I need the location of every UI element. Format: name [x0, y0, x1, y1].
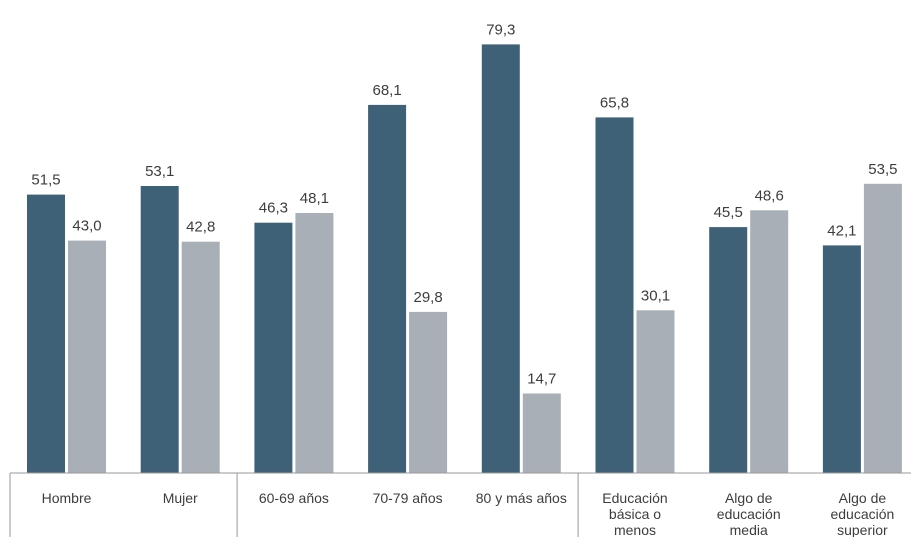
bar-s2-c4 [409, 311, 448, 473]
category-label-6: Educación básica o menos [602, 490, 667, 537]
category-label-7: Algo de educación media [717, 490, 781, 537]
bar-s2-c6 [636, 310, 675, 473]
bar-s2-c8 [863, 183, 902, 474]
bar-s2-c7 [750, 210, 789, 474]
bar-s2-c1 [68, 240, 106, 473]
value-label-s2-c6: 30,1 [641, 287, 670, 304]
value-label-s1-c2: 53,1 [145, 163, 174, 180]
value-label-s1-c7: 45,5 [714, 204, 743, 221]
value-label-s2-c8: 53,5 [868, 161, 897, 178]
category-label-4: 70-79 años [373, 490, 443, 506]
value-label-s1-c1: 51,5 [31, 172, 60, 189]
bar-s1-c5 [481, 44, 520, 474]
category-label-2: Mujer [163, 490, 198, 506]
value-label-s2-c7: 48,6 [755, 187, 784, 204]
category-labels-layer: Hombre Mujer 60-69 años 70-79 años 80 y más … [42, 490, 895, 537]
bar-s1-c1 [27, 194, 65, 473]
value-label-s2-c3: 48,1 [300, 190, 329, 207]
value-label-s1-c3: 46,3 [259, 200, 288, 217]
bar-s1-c6 [595, 117, 634, 474]
x-axis [9, 472, 911, 537]
value-label-s1-c4: 68,1 [372, 82, 401, 99]
bar-s2-c5 [522, 393, 561, 473]
category-label-3: 60-69 años [259, 490, 329, 506]
category-label-8: Algo de educación superior [830, 490, 894, 537]
value-label-s2-c5: 14,7 [527, 371, 556, 388]
bar-s1-c2 [140, 186, 179, 473]
bar-s1-c3 [254, 222, 293, 473]
bar-s2-c2 [181, 241, 220, 473]
bars-layer [27, 44, 902, 474]
bar-s1-c7 [709, 227, 748, 473]
bar-s1-c4 [368, 104, 407, 474]
value-label-s2-c2: 42,8 [186, 219, 215, 236]
category-label-1: Hombre [42, 490, 92, 506]
value-label-s1-c8: 42,1 [827, 222, 856, 239]
value-labels-layer: 51,5 43,0 53,1 42,8 46,3 48,1 68,1 29,8 79,3 14,7… [31, 21, 897, 387]
value-label-s2-c1: 43,0 [72, 218, 101, 235]
category-label-5: 80 y más años [476, 490, 567, 506]
value-label-s1-c5: 79,3 [486, 21, 515, 38]
value-label-s1-c6: 65,8 [600, 94, 629, 111]
bar-s2-c3 [295, 213, 334, 473]
bar-s1-c8 [822, 245, 861, 473]
value-label-s2-c4: 29,8 [413, 289, 442, 306]
